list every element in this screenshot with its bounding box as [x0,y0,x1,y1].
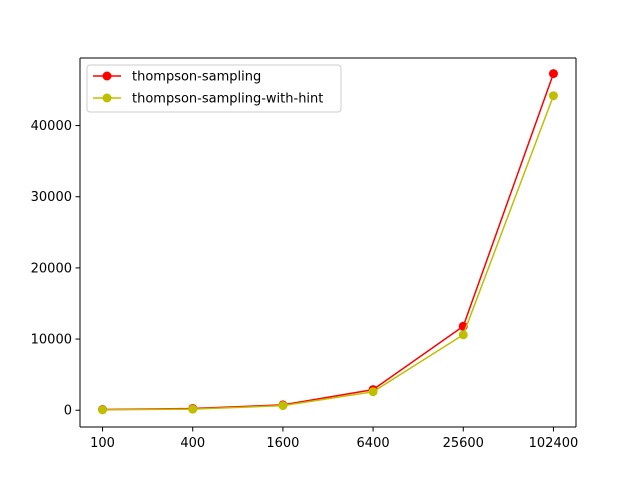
axes-frame [79,57,577,428]
x-tick-label: 1600 [266,436,299,451]
y-axis-ticks: 0 10000 20000 30000 40000 [31,119,80,419]
x-tick-label: 6400 [357,436,390,451]
x-tick-label: 100 [90,436,115,451]
legend-box [86,64,342,113]
x-tick-label: 102400 [529,436,579,451]
data-point-thompson-sampling-with-hint-400 [188,404,198,414]
data-point-thompson-sampling-with-hint-6400 [368,387,378,397]
y-tick-label: 10000 [31,333,72,348]
legend-label-thompson-sampling-with-hint: thompson-sampling-with-hint [132,92,323,107]
data-point-thompson-sampling-102400 [548,69,558,79]
series-line-thompson-sampling-with-hint [101,94,555,411]
plot-area [80,58,576,427]
x-tick-label: 25600 [443,436,484,451]
series-layer [98,69,558,415]
x-axis-ticks: 100 400 1600 6400 25600 102400 [90,427,578,451]
y-tick-label: 0 [64,404,72,419]
data-point-thompson-sampling-with-hint-102400 [548,91,558,101]
legend-marker-thompson-sampling-with-hint [102,93,112,103]
legend-label-thompson-sampling: thompson-sampling [132,70,261,85]
y-tick-label: 30000 [31,190,72,205]
data-point-thompson-sampling-with-hint-25600 [458,330,468,340]
y-tick-label: 40000 [31,119,72,134]
x-tick-label: 400 [180,436,205,451]
data-point-thompson-sampling-with-hint-1600 [278,401,288,411]
legend-marker-thompson-sampling [102,71,112,81]
legend: thompson-sampling thompson-sampling-with… [86,64,342,113]
data-point-thompson-sampling-with-hint-100 [98,405,108,415]
y-tick-label: 20000 [31,261,72,276]
